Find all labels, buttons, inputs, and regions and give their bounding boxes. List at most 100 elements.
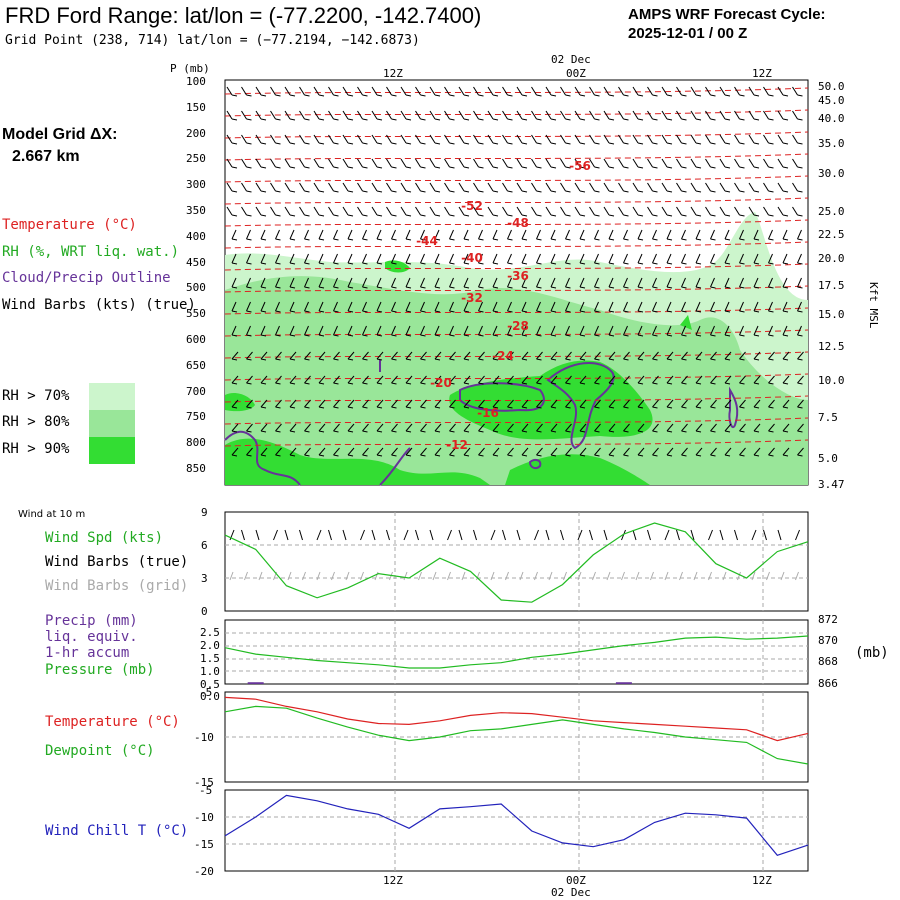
wind-barb-flag [710,286,716,289]
wind-barb [333,423,340,432]
wind-barb [386,86,392,96]
wind-barb [565,325,570,336]
wind-barb-flag [260,358,267,361]
wind-barb [608,301,614,312]
wind-barb [608,399,616,408]
wind-barb-flag [304,286,310,289]
wind-barb-flag [420,334,426,337]
wind-barb-flag [594,214,600,217]
wind-barb [608,229,614,240]
wind-barb [666,423,674,432]
wind-barb-flag [318,334,325,337]
legend-rh90: RH > 90% [2,441,70,457]
wind-barb-flag [347,118,354,121]
wind-barb [507,423,514,432]
wind-barb-flag [420,166,426,169]
wind-barb-flag [536,286,542,289]
wind-barb-flag [246,286,252,289]
wind-barb-flag [768,142,774,145]
wind-barb-flag [318,454,325,457]
wind-barb-flag [362,310,368,313]
wind-barb [458,158,465,168]
wind-barb-flag [594,454,600,457]
wind-barbs-upper [226,86,804,457]
wind-barb-flag [275,430,281,433]
wind-barb [405,375,413,384]
wind-barb [589,158,595,168]
wind-barb-flag [608,262,615,265]
wind-barb [507,253,512,264]
wind-barb-flag [260,406,267,409]
wind-barb [347,351,355,360]
wind-barb-flag [652,358,658,361]
wind-barb [637,277,643,288]
wind-barb-flag [797,286,803,289]
wind-barb-grid [795,571,799,581]
wind-barb [724,375,732,384]
wind-barb [458,206,465,216]
wind-barb-flag [507,382,513,385]
wind-barb-flag [652,406,658,409]
wind-barb [724,301,730,312]
wind-barb [768,277,773,288]
wind-barb-flag [318,142,325,145]
wind-barb-flag [565,454,571,457]
chart-title: FRD Ford Range: lat/lon = (-77.2200, -14… [5,3,482,28]
wind-barb-flag [797,382,803,385]
value-gridlines [225,544,808,845]
wind-barb-flag [376,454,383,457]
wind-barb [623,447,630,456]
wind-barb-flag [710,334,716,337]
wind-barb [463,399,471,408]
wind-barb [763,86,769,96]
wind-barb [734,134,740,144]
wind-barb-flag [710,382,716,385]
wind-barb-flag [289,190,296,193]
wind-barb [734,110,740,120]
wind-barb-flag [304,430,310,433]
wind-barb [681,229,686,240]
wind-barb [463,375,471,384]
wind-barb-flag [579,118,586,121]
wind-barb [507,447,514,456]
wind-barb [521,423,529,432]
wind-barb [429,134,436,144]
wind-barb-flag [521,166,528,169]
wind-barb-flag [304,454,310,457]
wind-barb-flag [768,118,774,121]
wind-barb-true [647,529,651,541]
isotherm-line [224,395,809,403]
wind-barb [226,182,233,192]
wind-barb [792,182,798,192]
wind-barb-flag [420,94,426,97]
wind-barb [376,423,384,432]
wind-barb-flag [652,142,658,145]
wind-barb [420,423,427,432]
legend-rh80-swatch [89,410,135,437]
wind-barb-true [708,529,713,541]
wind-barb [666,301,672,312]
wind-barb-flag [637,310,644,313]
wind-barb-flag [420,286,426,289]
wind-barb [289,423,297,432]
wind-barb [231,277,237,288]
wind-barb-flag [492,190,499,193]
wind-barb-flag [594,358,600,361]
wind-barb-flag [623,214,629,217]
wind-barb-flag [362,334,368,337]
wind-barb-flag [724,286,731,289]
wind-barb-grid [476,571,480,581]
wind-barb [463,447,471,456]
wind-barb-flag [463,286,470,289]
pressure-tick: 100 [186,75,206,88]
wind-barb [574,134,581,144]
wind-barb [478,253,483,264]
wind-barb [739,325,744,336]
wind-barb-flag [434,262,441,265]
wind-barb [270,86,276,96]
wind-barb-flag [623,238,629,241]
wind-barb [318,325,324,336]
wind-barb [719,158,726,168]
wind-barb-flag [347,310,354,313]
wind-barb [275,447,282,456]
